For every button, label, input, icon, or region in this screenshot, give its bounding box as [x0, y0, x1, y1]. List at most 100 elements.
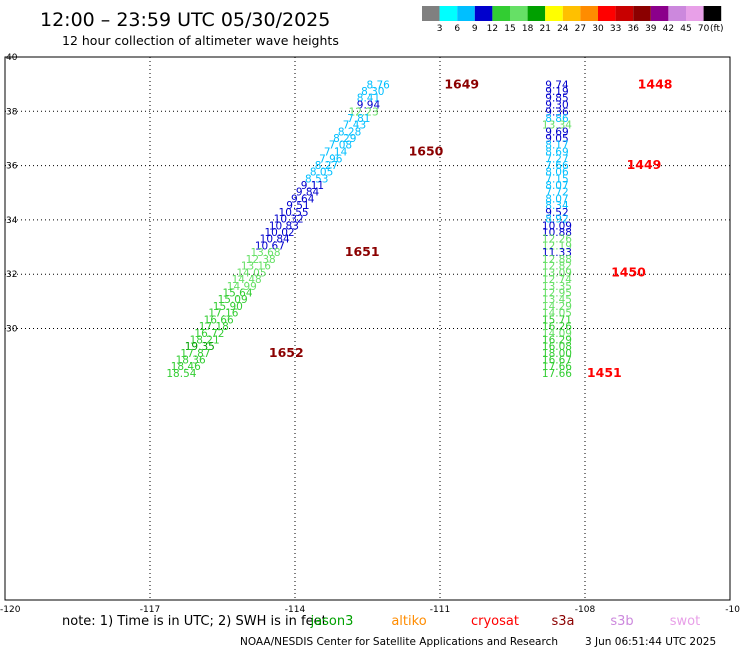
wave-height-value: 11.33: [542, 247, 572, 259]
legend-label: 18: [522, 24, 534, 34]
wave-height-value: 12.38: [246, 254, 276, 266]
wave-height-value: 8.27: [315, 160, 338, 172]
wave-height-value: 19.35: [185, 341, 215, 353]
legend-label: 3: [437, 24, 443, 34]
wave-height-value: 13.34: [542, 120, 572, 132]
wave-height-value: 13.45: [542, 294, 572, 306]
legend-swatch: [545, 6, 563, 21]
wave-height-value: 13.16: [241, 261, 271, 273]
wave-height-value: 16.26: [542, 321, 572, 333]
footer-credit: NOAA/NESDIS Center for Satellite Applica…: [240, 636, 558, 648]
wave-height-value: 14.05: [542, 307, 572, 319]
lon-tick-label: -111: [430, 605, 450, 615]
wave-height-value: 9.36: [545, 106, 569, 118]
legend-label: 45: [680, 24, 691, 34]
wave-height-value: 8.28: [338, 126, 361, 138]
wave-height-value: 15.90: [213, 301, 243, 313]
legend-swatch: [562, 6, 581, 21]
wave-height-value: 9.84: [296, 187, 320, 199]
wave-height-value: 14.29: [542, 301, 572, 313]
wave-height-value: 14.48: [232, 274, 262, 286]
legend-swatch: [598, 6, 616, 21]
wave-height-value: 12.82: [542, 261, 572, 273]
wave-height-value: 10.09: [542, 220, 572, 232]
wave-height-value: 10.84: [260, 234, 290, 246]
pass-time-label: 1449: [627, 157, 662, 172]
wave-height-value: 8.30: [361, 86, 384, 98]
altimeter-tracks: 8.768.308.419.9412.237.817.438.288.297.0…: [166, 76, 672, 380]
wave-height-value: 8.07: [545, 193, 568, 205]
wave-height-value: 14.09: [542, 328, 572, 340]
legend-swatch: [615, 6, 634, 21]
wave-height-value: 7.15: [545, 173, 568, 185]
satellite-name: swot: [670, 614, 700, 629]
wave-height-value: 18.54: [166, 368, 196, 380]
pass-time-label: 1652: [269, 345, 304, 360]
wave-height-value: 9.19: [545, 86, 568, 98]
altimeter-track: 8.768.308.419.9412.237.817.438.288.297.0…: [166, 76, 479, 380]
lat-tick-label: 34: [6, 216, 18, 226]
legend-label: 33: [610, 24, 621, 34]
legend-swatch: [439, 6, 458, 21]
wave-height-value: 8.05: [310, 167, 333, 179]
pass-time-label: 1451: [587, 365, 622, 380]
legend-unit: (ft): [710, 24, 724, 34]
wave-height-value: 8.69: [545, 146, 568, 158]
wave-height-value: 16.72: [194, 328, 224, 340]
wave-height-value: 17.66: [542, 361, 572, 373]
legend-label: 6: [454, 24, 460, 34]
wave-height-value: 8.29: [333, 133, 356, 145]
altimeter-track: 9.749.199.859.309.368.8613.349.699.058.1…: [542, 76, 673, 380]
lon-tick-label: -10: [725, 605, 740, 615]
wave-height-value: 9.05: [545, 133, 568, 145]
satellite-name: s3b: [610, 614, 633, 629]
color-legend: 3 6 9 12 15 18 21 24 27 30 33 36 39 42 45 70: [422, 6, 722, 34]
wave-height-value: 18.36: [176, 355, 206, 367]
pass-time-label: 1448: [638, 76, 673, 91]
wave-height-value: 7.27: [545, 153, 568, 165]
wave-height-value: 8.07: [545, 180, 568, 192]
wave-height-value: 10.32: [274, 214, 304, 226]
lon-tick-label: -120: [0, 605, 21, 615]
wave-height-value: 17.18: [199, 321, 229, 333]
wave-height-value: 12.19: [542, 240, 572, 252]
satellite-name: altiko: [391, 614, 426, 629]
legend-swatch: [457, 6, 475, 21]
wave-height-value: 9.30: [545, 100, 568, 112]
wave-height-value: 16.29: [542, 334, 572, 346]
legend-label: 24: [557, 24, 569, 34]
legend-swatch: [510, 6, 528, 21]
wave-height-value: 12.74: [542, 274, 572, 286]
legend-swatch: [422, 6, 440, 21]
satellite-name: jason3: [310, 614, 354, 629]
wave-height-value: 9.64: [291, 193, 315, 205]
wave-height-value: 14.99: [227, 281, 257, 293]
lat-tick-label: 40: [6, 53, 18, 63]
wave-height-value: 15.09: [218, 294, 248, 306]
wave-height-value: 18.21: [190, 334, 220, 346]
wave-height-value: 9.11: [301, 180, 324, 192]
legend-swatch: [686, 6, 704, 21]
wave-height-value: 7.14: [324, 146, 348, 158]
wave-height-value: 9.69: [545, 126, 568, 138]
wave-height-value: 13.35: [542, 281, 572, 293]
legend-label: 15: [504, 24, 515, 34]
legend-swatch: [703, 6, 722, 21]
graticule: [5, 57, 730, 600]
wave-height-value: 9.52: [545, 207, 568, 219]
legend-label: 12: [487, 24, 498, 34]
footer-note: note: 1) Time is in UTC; 2) SWH is in fe…: [62, 614, 327, 629]
legend-label: 42: [663, 24, 674, 34]
lon-tick-label: -108: [575, 605, 596, 615]
wave-height-value: 10.88: [542, 227, 572, 239]
wave-height-value: 10.83: [269, 220, 299, 232]
wave-height-value: 10.67: [255, 240, 285, 252]
wave-height-value: 9.94: [357, 100, 381, 112]
legend-label: 30: [592, 24, 604, 34]
wave-height-value: 8.41: [357, 93, 380, 105]
page-subtitle: 12 hour collection of altimeter wave hei…: [62, 33, 339, 48]
pass-time-label: 1649: [444, 76, 479, 91]
wave-height-value: 7.43: [343, 120, 366, 132]
wave-height-value: 7.66: [545, 160, 569, 172]
wave-height-value: 12.95: [542, 287, 572, 299]
